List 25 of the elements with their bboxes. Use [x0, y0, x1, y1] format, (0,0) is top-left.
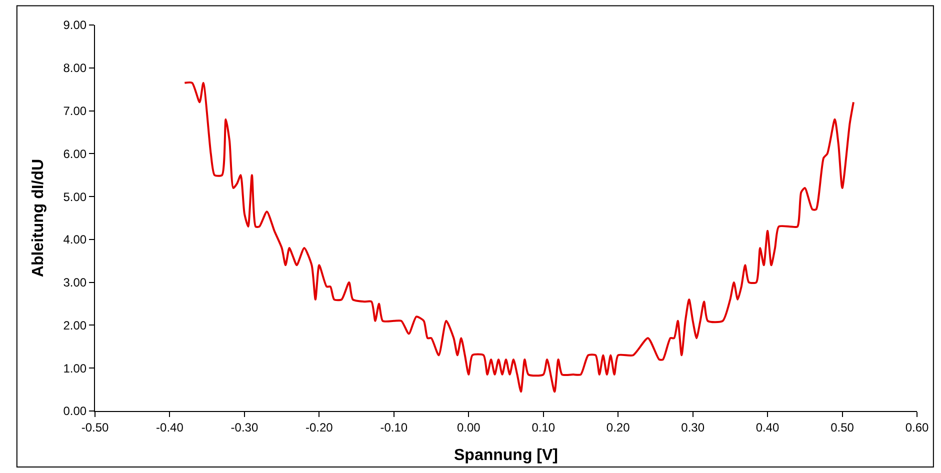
x-tick-label: -0.50 [81, 420, 109, 434]
x-tick-label: 0.10 [532, 420, 556, 434]
y-tick-label: 4.00 [63, 232, 87, 247]
y-tick-label: 9.00 [63, 18, 87, 32]
x-tick-label: 0.30 [681, 420, 705, 434]
x-tick-label: -0.30 [230, 420, 258, 434]
y-tick-label: 8.00 [63, 61, 87, 76]
x-tick-label: -0.20 [306, 420, 334, 434]
y-tick-label: 5.00 [63, 190, 87, 204]
x-axis-title: Spannung [V] [454, 447, 558, 464]
x-tick-label: 0.40 [756, 420, 780, 434]
line-series [184, 82, 854, 393]
x-tick-label: 0.60 [905, 420, 929, 434]
y-tick-label: 1.00 [63, 361, 87, 376]
y-tick-label: 6.00 [63, 146, 87, 161]
x-tick-label: 0.50 [830, 420, 854, 434]
y-tick-label: 2.00 [63, 318, 87, 332]
y-axis-title: Ableitung dI/dU [30, 158, 48, 278]
y-tick-label: 7.00 [63, 104, 87, 118]
x-tick-label: -0.10 [380, 420, 408, 434]
x-tick-label: 0.00 [456, 420, 481, 434]
x-tick-label: 0.20 [606, 420, 630, 434]
y-tick-label: 0.00 [63, 404, 87, 418]
x-tick-label: -0.40 [156, 420, 184, 434]
y-tick-label: 3.00 [63, 276, 87, 290]
